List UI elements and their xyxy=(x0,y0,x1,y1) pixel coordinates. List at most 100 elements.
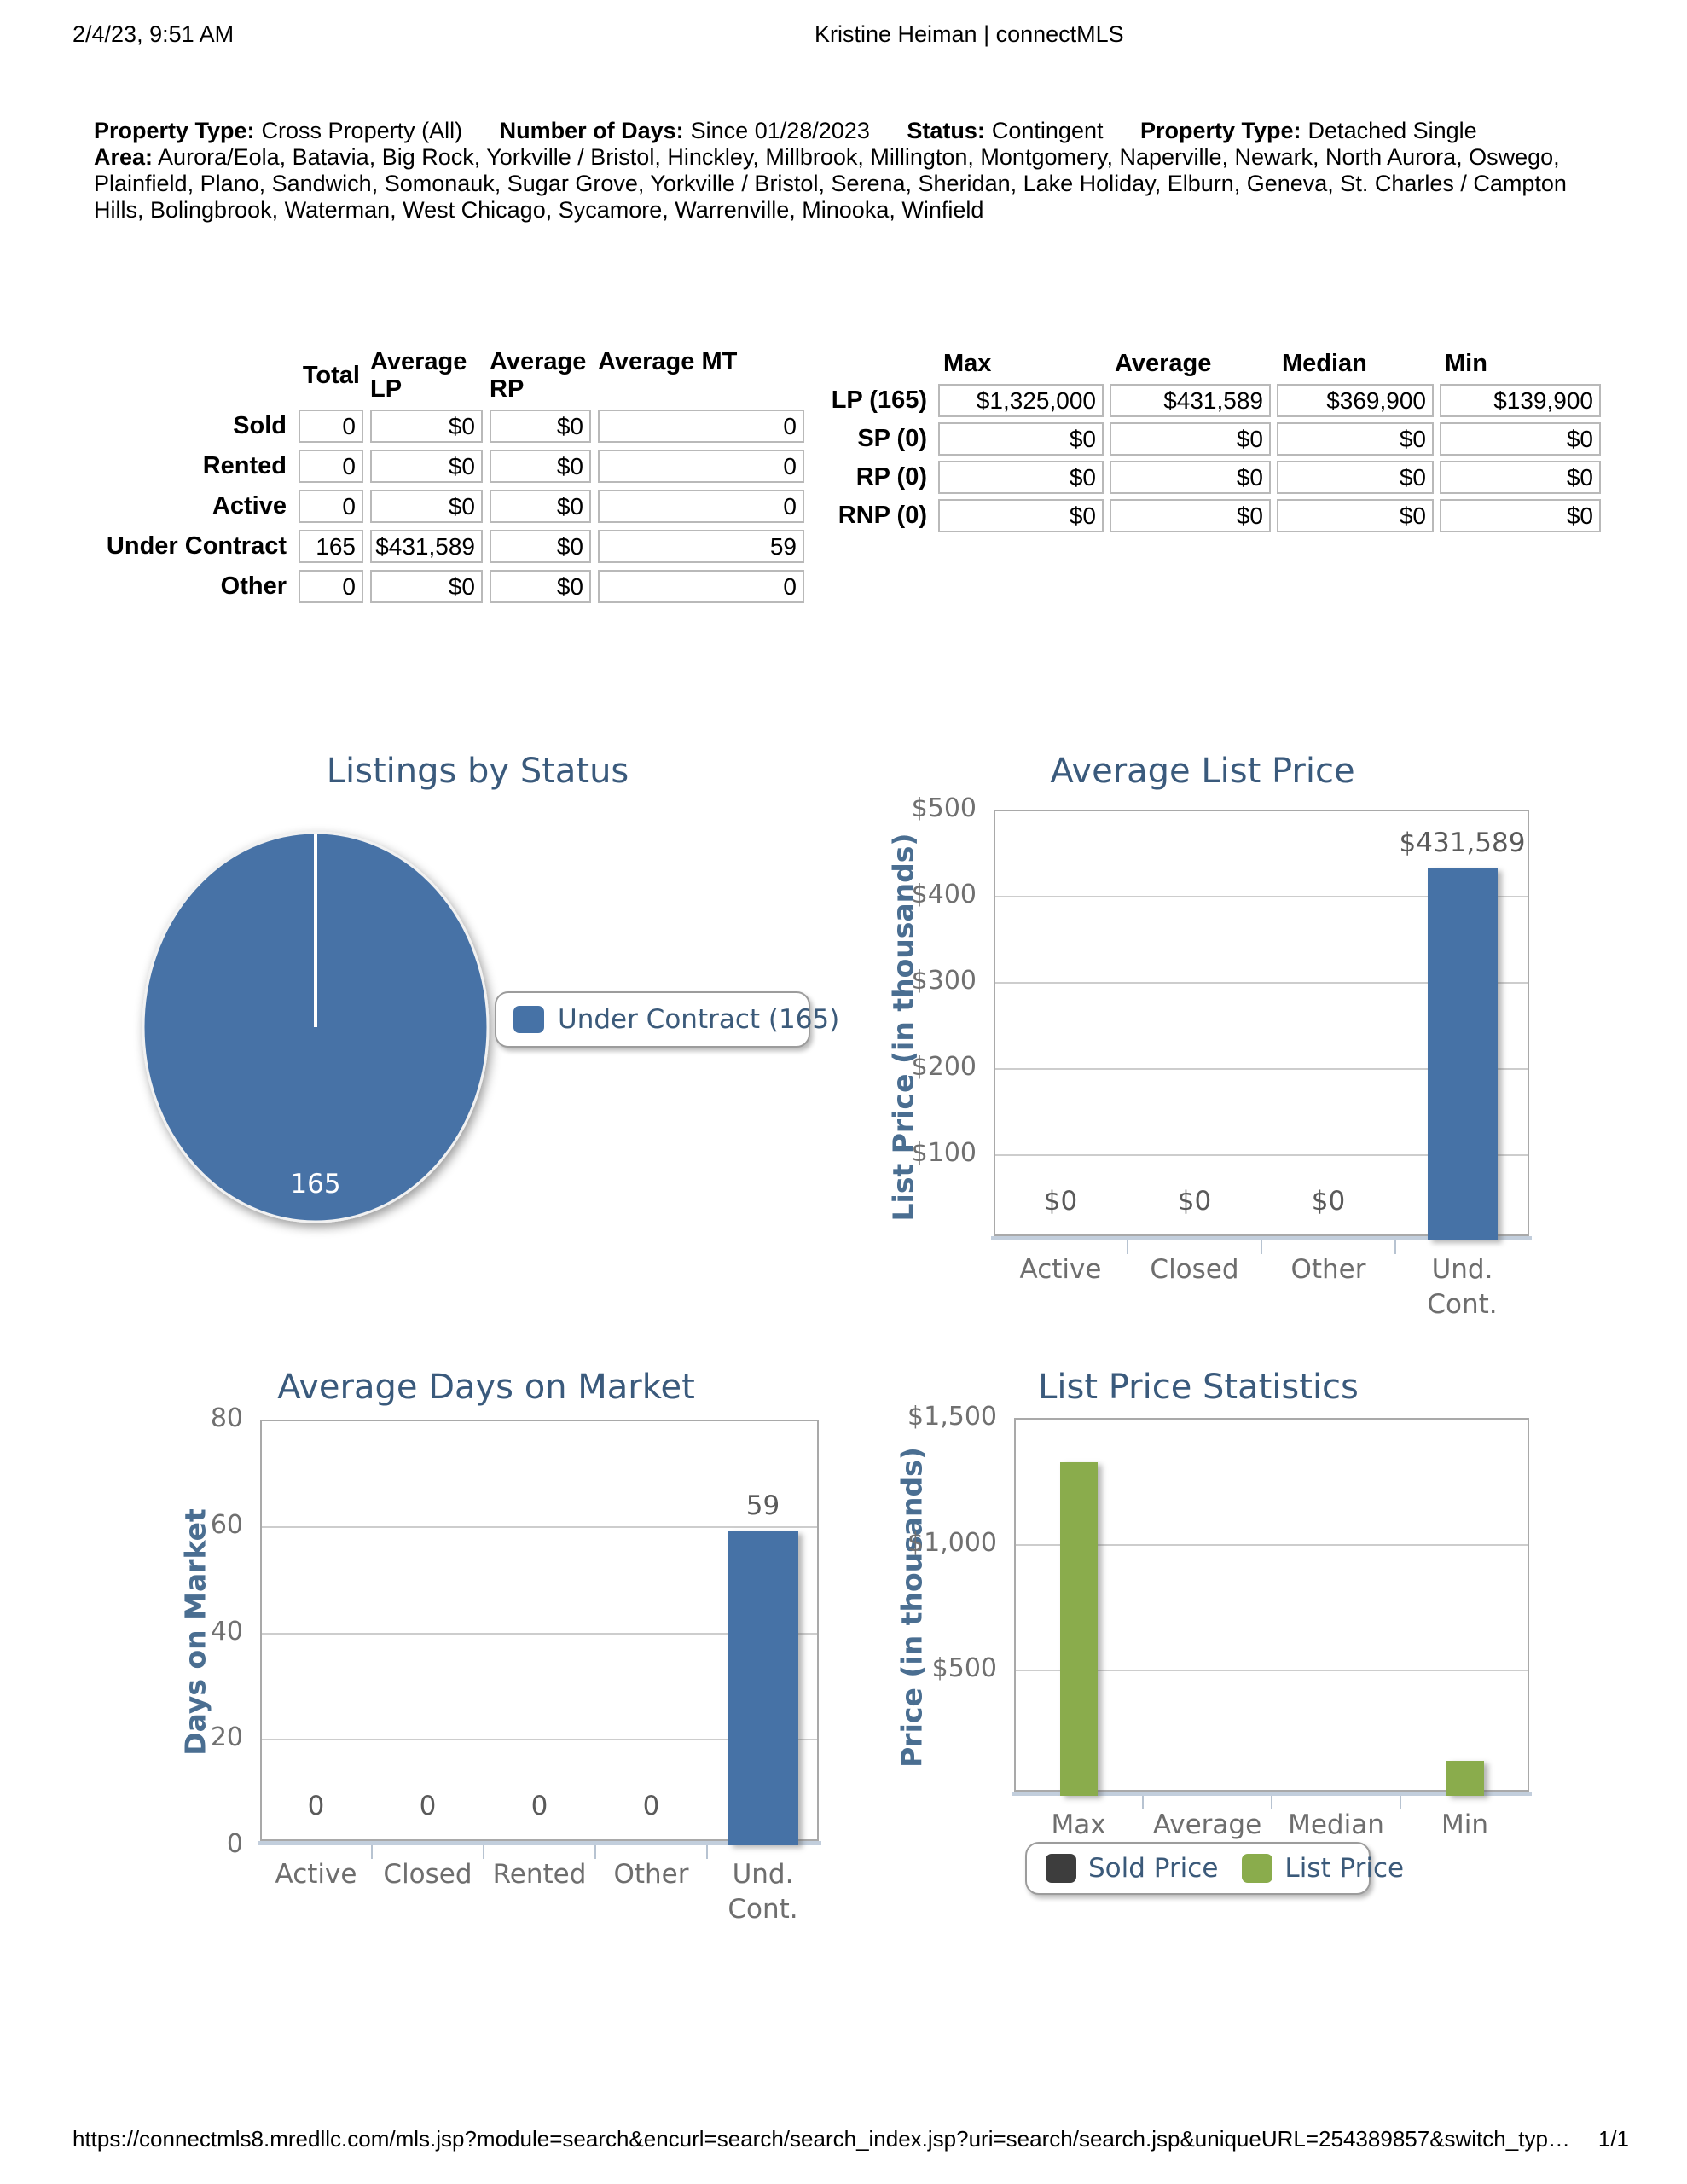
criteria-label: Number of Days: xyxy=(499,118,684,143)
days-on-market-x-tick xyxy=(483,1845,484,1859)
row-label-other: Other xyxy=(220,572,287,600)
days-on-market-category-label: Und. Cont. xyxy=(728,1859,798,1925)
days-on-market-gridline xyxy=(262,1633,817,1635)
days-on-market-category-label: Active xyxy=(275,1859,357,1890)
days-on-market-gridline xyxy=(262,1739,817,1740)
avg-list-price-category-label: Und. Cont. xyxy=(1427,1254,1498,1320)
value-box: $0 xyxy=(938,422,1104,456)
value-box: 0 xyxy=(598,450,804,483)
avg-list-price-gridline xyxy=(995,1068,1528,1070)
criteria-area-value: Aurora/Eola, Batavia, Big Rock, Yorkvill… xyxy=(94,144,1567,223)
avg-list-price-x-tick xyxy=(1127,1240,1128,1254)
days-on-market-value-label: 0 xyxy=(530,1791,548,1821)
days-on-market-value-label: 59 xyxy=(745,1490,780,1521)
value-box: $0 xyxy=(490,450,591,483)
days-on-market-category-label: Other xyxy=(613,1859,689,1890)
sold-price-swatch xyxy=(1046,1854,1076,1883)
criteria-value: Cross Property (All) xyxy=(261,118,463,143)
value-box: $0 xyxy=(1440,499,1601,532)
criteria-value: Contingent xyxy=(991,118,1104,143)
list-price-statistics-chart-title: List Price Statistics xyxy=(1038,1368,1359,1407)
column-header-average-mt: Average MT xyxy=(598,348,738,375)
days-on-market-plot-area: 80 60 40 20 0 Active Closed Rented Other Und. Con… xyxy=(211,1403,821,1925)
days-on-market-chart-title: Average Days on Market xyxy=(277,1368,695,1407)
value-box: $0 xyxy=(370,450,483,483)
avg-list-price-border-top xyxy=(994,810,1529,811)
days-on-market-bar-und.-cont. xyxy=(728,1531,798,1845)
value-box: $0 xyxy=(1440,422,1601,456)
print-title: Kristine Heiman | connectMLS xyxy=(815,21,1124,47)
days-on-market-y-tick-label: 40 xyxy=(210,1617,243,1647)
days-on-market-value-label: 0 xyxy=(419,1791,437,1821)
avg-list-price-x-axis-band xyxy=(991,1236,1532,1240)
value-box: $0 xyxy=(1110,422,1271,456)
criteria-line: Property Type: Cross Property (All) Numbe… xyxy=(94,118,1600,144)
days-on-market-border-right xyxy=(817,1420,819,1845)
row-label-rented: Rented xyxy=(202,452,287,479)
list-price-statistics-y-tick-label: $500 xyxy=(931,1653,997,1683)
avg-list-price-x-tick xyxy=(1261,1240,1262,1254)
list-price-statistics-border-right xyxy=(1528,1418,1529,1796)
criteria-label: Property Type: xyxy=(94,118,255,143)
avg-list-price-gridline xyxy=(995,982,1528,984)
avg-list-price-x-axis-line xyxy=(994,1234,1529,1236)
list-price-statistics-x-tick xyxy=(1142,1796,1144,1809)
list-price-statistics-gridline xyxy=(1016,1544,1528,1546)
days-on-market-category-label: Closed xyxy=(383,1859,472,1890)
column-header-average-rp: Average RP xyxy=(490,348,587,403)
avg-list-price-y-tick-label: $300 xyxy=(911,966,977,996)
criteria-value: Detached Single xyxy=(1307,118,1477,143)
list-price-statistics-x-tick xyxy=(1400,1796,1401,1809)
value-box: $0 xyxy=(938,461,1104,494)
value-box: $0 xyxy=(370,410,483,443)
days-on-market-x-axis-band xyxy=(258,1841,821,1845)
value-box: $0 xyxy=(1440,461,1601,494)
value-box: 0 xyxy=(299,410,363,443)
pie-legend-label: Under Contract (165) xyxy=(558,1004,840,1035)
list-price-statistics-category-label: Max xyxy=(1051,1809,1106,1840)
list-price-legend-label: List Price xyxy=(1284,1853,1405,1884)
days-on-market-y-tick-label: 80 xyxy=(210,1403,243,1433)
value-box: 0 xyxy=(598,410,804,443)
value-box: 59 xyxy=(598,530,804,563)
criteria-status: Status: Contingent xyxy=(907,118,1103,143)
criteria-area-label: Area: xyxy=(94,144,154,170)
list-price-statistics-border-top xyxy=(1014,1418,1529,1420)
days-on-market-border-left xyxy=(260,1420,262,1845)
value-box: $0 xyxy=(1110,499,1271,532)
value-box: $0 xyxy=(938,499,1104,532)
avg-list-price-value-label: $0 xyxy=(1043,1186,1078,1217)
print-datetime: 2/4/23, 9:51 AM xyxy=(72,21,235,47)
value-box: $0 xyxy=(370,570,483,603)
avg-list-price-border-left xyxy=(994,810,995,1240)
column-header-average-lp: Average LP xyxy=(370,348,467,403)
criteria-label: Status: xyxy=(907,118,985,143)
days-on-market-x-axis-line xyxy=(260,1839,819,1841)
row-label-rnp: RNP (0) xyxy=(838,502,927,529)
under-contract-swatch xyxy=(513,1006,544,1033)
value-box: $139,900 xyxy=(1440,384,1601,417)
column-header-total: Total xyxy=(302,362,360,389)
avg-list-price-category-label: Active xyxy=(1019,1254,1102,1285)
avg-list-price-gridline xyxy=(995,1154,1528,1156)
avg-list-price-category-label: Other xyxy=(1290,1254,1366,1285)
avg-list-price-category-label: Closed xyxy=(1150,1254,1239,1285)
value-box: 0 xyxy=(598,570,804,603)
criteria-value: Since 01/28/2023 xyxy=(690,118,870,143)
days-on-market-x-tick xyxy=(706,1845,708,1859)
value-box: $0 xyxy=(1110,461,1271,494)
avg-list-price-value-label: $431,589 xyxy=(1399,828,1526,858)
list-price-statistics-x-tick xyxy=(1271,1796,1272,1809)
list-price-statistics-plot-area: $1,500 $1,000 $500 Max Average Median Min xyxy=(907,1402,1532,1840)
list-price-statistics-x-axis-band xyxy=(1012,1792,1532,1796)
avg-list-price-x-tick xyxy=(1394,1240,1396,1254)
avg-list-price-y-tick-label: $200 xyxy=(911,1052,977,1082)
value-box: 0 xyxy=(299,570,363,603)
value-box: $0 xyxy=(490,490,591,523)
avg-list-price-chart-title: Average List Price xyxy=(1050,752,1355,791)
days-on-market-x-tick xyxy=(371,1845,373,1859)
list-price-statistics-bar-max xyxy=(1059,1462,1098,1796)
days-on-market-border-top xyxy=(260,1420,819,1421)
criteria-label: Property Type: xyxy=(1140,118,1301,143)
